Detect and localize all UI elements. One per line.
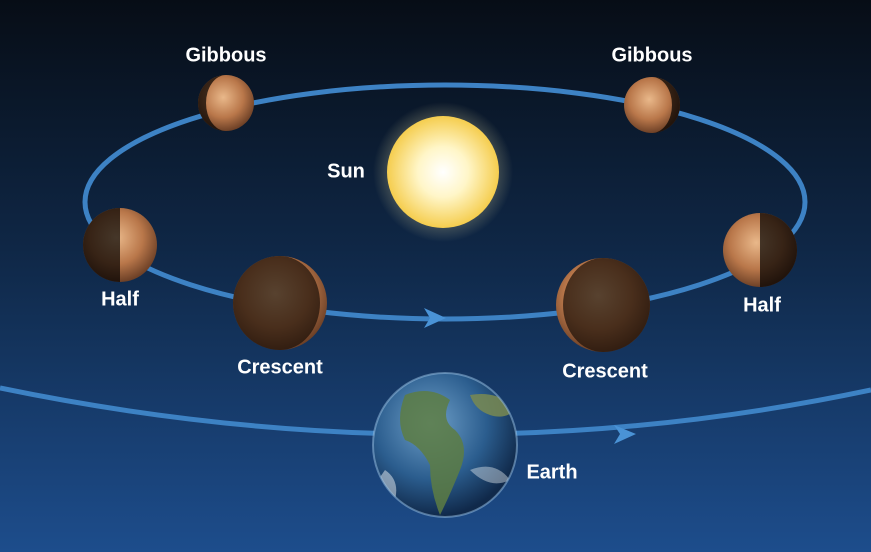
venus-gibbous-left	[198, 75, 254, 131]
venus-gibbous-right	[624, 77, 680, 133]
venus-half-right	[723, 213, 797, 287]
sun-label: Sun	[327, 160, 365, 182]
venus-crescent-left	[233, 256, 327, 350]
venus-orbit	[82, 82, 808, 322]
sun	[387, 116, 499, 228]
phase-label: Half	[101, 288, 139, 310]
phase-label: Crescent	[562, 360, 648, 382]
earth	[372, 372, 518, 518]
phase-label: Half	[743, 294, 781, 316]
venus-crescent-right	[556, 258, 650, 352]
venus-half-left	[83, 208, 157, 282]
phase-label: Gibbous	[185, 44, 266, 66]
orbit-arrow	[424, 308, 446, 328]
phase-label: Gibbous	[611, 44, 692, 66]
phase-label: Crescent	[237, 356, 323, 378]
orbit-arrow	[614, 425, 636, 444]
earth-label: Earth	[526, 461, 577, 483]
